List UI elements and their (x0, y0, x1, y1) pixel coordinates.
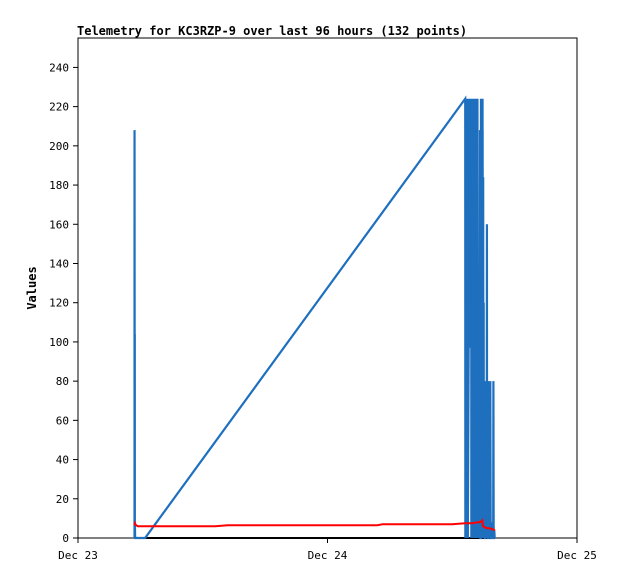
y-axis: 0 20 40 60 80 100 120 140 160 180 200 220 240 (49, 61, 78, 545)
y-tick-label: 80 (56, 375, 69, 388)
y-tick-label: 200 (49, 140, 69, 153)
y-axis-label: Values (25, 266, 39, 309)
y-tick-label: 40 (56, 454, 69, 467)
y-tick-label: 100 (49, 336, 69, 349)
x-tick-label: Dec 25 (557, 549, 597, 562)
y-tick-label: 220 (49, 101, 69, 114)
chart-title: Telemetry for KC3RZP-9 over last 96 hour… (77, 24, 467, 38)
x-axis: Dec 23 Dec 24 Dec 25 (58, 538, 597, 562)
y-tick-label: 120 (49, 297, 69, 310)
y-tick-label: 240 (49, 61, 69, 74)
y-tick-label: 20 (56, 493, 69, 506)
series-layer (133, 95, 496, 540)
y-tick-label: 160 (49, 218, 69, 231)
y-tick-label: 140 (49, 257, 69, 270)
series-line-blue (133, 95, 496, 540)
x-tick-label: Dec 24 (308, 549, 348, 562)
y-tick-label: 60 (56, 414, 69, 427)
y-tick-label: 180 (49, 179, 69, 192)
y-tick-label: 0 (62, 532, 69, 545)
series-line-red (133, 518, 496, 532)
x-tick-label: Dec 23 (58, 549, 98, 562)
